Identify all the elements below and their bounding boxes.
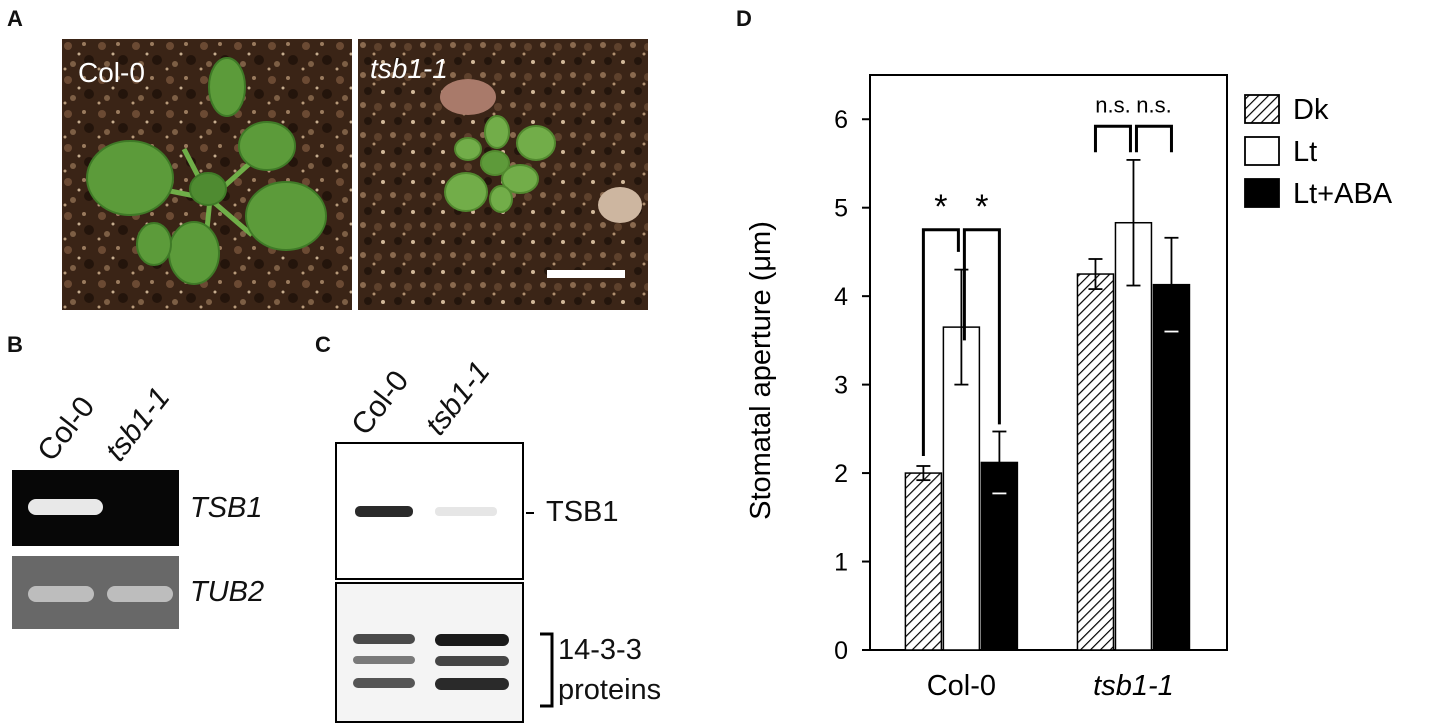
legend-swatch-Lt+ABA [1244,178,1280,208]
legend-swatch-Dk [1244,94,1280,124]
bar-Col-0-Dk [904,472,943,651]
blot-c-1433-image [335,582,524,723]
legend-label-Lt: Lt [1293,136,1317,168]
x-category-label-Col-0: Col-0 [927,670,996,702]
gel-b-tsb1-image [12,470,179,546]
significance-bracket [962,228,1001,425]
panel-a-letter: A [7,6,23,31]
blot-c-annotation-marks [526,512,554,708]
blot-c-lane-tsb1: tsb1-1 [419,355,497,442]
gel-b-lane-tsb1: tsb1-1 [99,381,177,468]
tub2-band-col0 [28,586,94,602]
scale-bar [547,270,625,278]
stomatal-aperture-chart: 0 1 2 3 4 5 6 Stomatal aperture (μm) Col-0 tsb1-1… [745,74,1393,702]
legend-swatch-Lt [1244,136,1280,166]
significance-bracket [1134,124,1173,153]
y-tick-label-1: 1 [834,549,848,577]
significance-bracket [921,228,960,456]
panel-b-letter: B [7,332,23,357]
panel-c-letter: C [315,332,331,357]
significance-mark: * [934,188,947,226]
blot-c-tsb1-image [335,442,524,580]
y-tick-label-0: 0 [834,637,848,665]
blot-label-1433: 14-3-3 [558,634,642,666]
gene-label-tub2: TUB2 [190,576,265,608]
gene-label-tsb1: TSB1 [190,492,263,524]
y-axis-label: Stomatal aperture (μm) [745,221,777,520]
panel-d-letter: D [736,6,752,31]
significance-mark: n.s. [1095,92,1130,117]
tsb1-photo-label: tsb1-1 [370,53,448,84]
y-tick-label-6: 6 [834,106,848,134]
x-category-label-tsb1-1: tsb1-1 [1093,670,1174,702]
significance-bracket [1093,124,1132,153]
bar-tsb1-1-Lt+ABA [1152,283,1191,651]
col0-plant-photo: Col-0 [62,39,352,310]
blot-c-lane-col0: Col-0 [345,364,416,442]
legend-label-Dk: Dk [1293,94,1329,126]
significance-mark: n.s. [1136,92,1171,117]
tsb1-rosette [444,115,556,213]
bar-tsb1-1-Dk [1076,273,1115,651]
legend-label-Lt+ABA: Lt+ABA [1293,178,1393,210]
gel-b-lane-col0: Col-0 [31,390,102,468]
y-tick-label-4: 4 [834,283,848,311]
tsb1-band-col0 [28,499,103,515]
y-tick-label-3: 3 [834,372,848,400]
tub2-band-tsb1 [107,586,173,602]
y-tick-label-2: 2 [834,460,848,488]
y-tick-label-5: 5 [834,195,848,223]
blot-label-proteins: proteins [558,674,662,706]
tsb1-protein-band-tsb1 [435,507,497,516]
bar-tsb1-1-Lt [1114,221,1153,651]
significance-mark: * [975,188,988,226]
blot-label-tsb1: TSB1 [546,496,619,528]
col0-photo-label: Col-0 [78,57,145,88]
tsb1-plant-photo: tsb1-1 [358,39,648,310]
plot-frame [869,74,1228,651]
gel-b-tub2-image [12,556,179,629]
tsb1-protein-band-col0 [355,506,413,517]
col0-rosette [86,57,327,285]
